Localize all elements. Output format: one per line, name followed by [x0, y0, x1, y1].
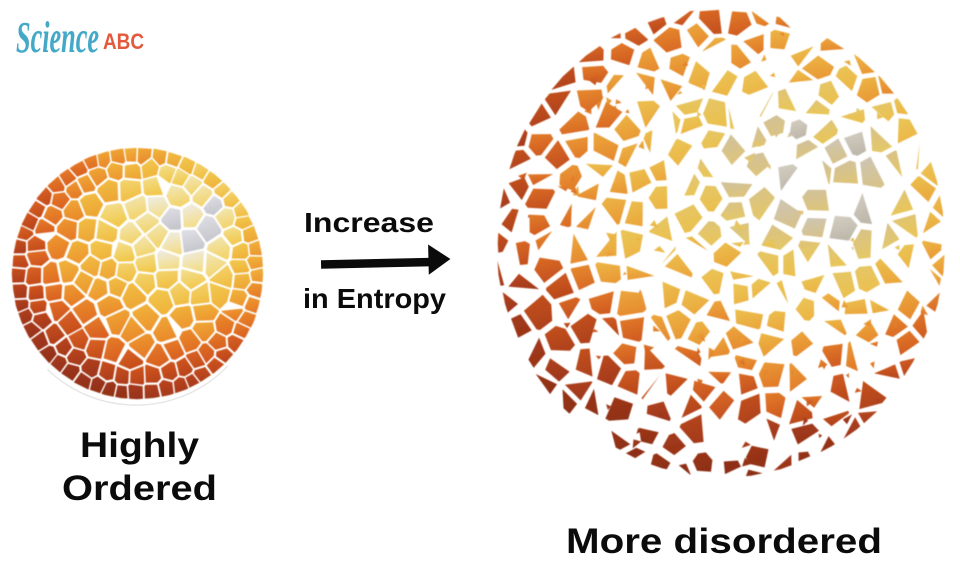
svg-text:Ordered: Ordered [62, 469, 217, 508]
svg-text:ABC: ABC [103, 29, 144, 54]
svg-text:Increase: Increase [304, 207, 434, 238]
svg-text:Highly: Highly [80, 426, 200, 465]
svg-text:in Entropy: in Entropy [303, 283, 446, 314]
svg-text:More disordered: More disordered [566, 521, 882, 561]
svg-text:Science: Science [16, 13, 99, 62]
